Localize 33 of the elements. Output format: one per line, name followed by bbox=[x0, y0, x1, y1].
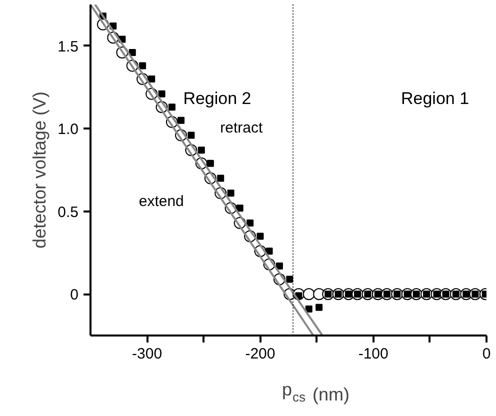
point bbox=[302, 288, 315, 300]
point bbox=[178, 116, 185, 124]
point bbox=[305, 306, 312, 313]
x-tick-label: -200 bbox=[245, 346, 276, 362]
point bbox=[246, 219, 254, 226]
point bbox=[316, 304, 323, 311]
point bbox=[236, 204, 244, 212]
annotation: Region 2 bbox=[183, 89, 252, 108]
series-label: extend bbox=[138, 192, 184, 210]
point bbox=[148, 75, 156, 82]
point bbox=[158, 90, 166, 98]
point bbox=[217, 174, 224, 182]
y-axis-title: detector voltage (V) bbox=[30, 91, 50, 249]
x-tick-label: 0 bbox=[482, 346, 491, 362]
point bbox=[206, 160, 214, 167]
point bbox=[188, 132, 195, 139]
y-tick-label: 0 bbox=[70, 286, 78, 304]
point bbox=[198, 146, 205, 154]
y-tick-label: 0.5 bbox=[58, 204, 79, 221]
point bbox=[227, 190, 234, 197]
point bbox=[128, 48, 136, 56]
x-tick-label: -300 bbox=[132, 346, 162, 362]
y-tick-label: 1.0 bbox=[58, 121, 79, 138]
x-tick-label: -100 bbox=[358, 346, 388, 362]
point bbox=[266, 248, 273, 255]
annotation: Region 1 bbox=[400, 89, 470, 108]
point bbox=[139, 62, 146, 70]
y-tick-label: 1.5 bbox=[58, 38, 79, 56]
point bbox=[276, 262, 283, 270]
series-label: retract bbox=[220, 120, 264, 137]
point bbox=[256, 232, 264, 240]
point bbox=[168, 104, 176, 111]
point bbox=[286, 276, 294, 283]
